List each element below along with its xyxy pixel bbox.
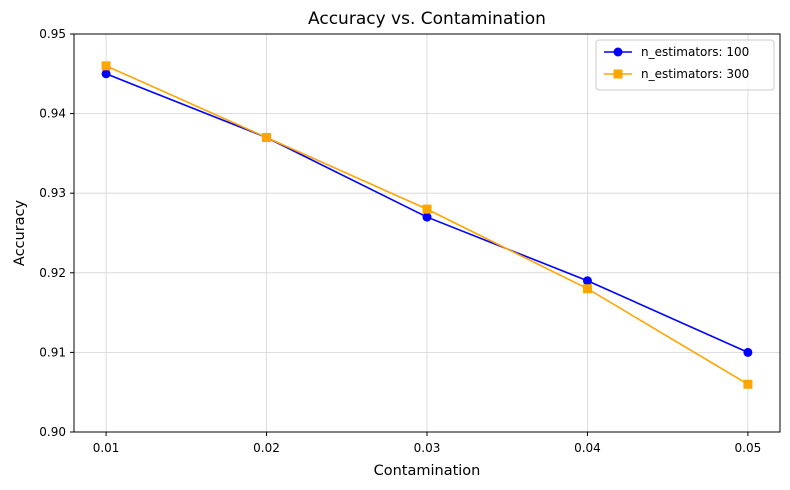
y-tick-label: 0.91 [39, 345, 66, 359]
x-axis-ticks: 0.01 0.02 0.03 0.04 0.05 [93, 432, 762, 455]
legend-marker [613, 47, 623, 57]
x-tick-label: 0.03 [414, 441, 441, 455]
plot-frame [73, 33, 781, 433]
y-tick-label: 0.93 [39, 186, 66, 200]
y-tick-label: 0.94 [39, 107, 66, 121]
grid [74, 33, 780, 433]
legend-label: n_estimators: 100 [641, 45, 749, 59]
legend: n_estimators: 100 n_estimators: 300 [595, 39, 775, 91]
y-tick-label: 0.90 [39, 425, 66, 439]
legend-entry-2: n_estimators: 300 [604, 67, 749, 81]
series-layer [101, 61, 753, 389]
x-tick-label: 0.02 [253, 441, 280, 455]
legend-box [595, 39, 775, 91]
data-point [743, 379, 753, 389]
chart-title: Accuracy vs. Contamination [308, 9, 546, 29]
x-tick-label: 0.04 [574, 441, 601, 455]
x-axis-label: Contamination [374, 463, 481, 479]
data-point [101, 69, 111, 79]
y-axis-ticks: 0.90 0.91 0.92 0.93 0.94 0.95 [39, 27, 74, 439]
x-tick-label: 0.05 [735, 441, 762, 455]
data-point [582, 276, 592, 286]
data-point [582, 284, 592, 294]
data-point [422, 204, 432, 214]
data-point [101, 61, 111, 71]
y-tick-label: 0.95 [39, 27, 66, 41]
series-2 [101, 61, 753, 389]
legend-marker [613, 69, 623, 79]
data-point [743, 347, 753, 357]
data-point [422, 212, 432, 222]
y-axis-label: Accuracy [12, 199, 28, 266]
x-tick-label: 0.01 [93, 441, 120, 455]
legend-label: n_estimators: 300 [641, 67, 749, 81]
legend-entry-1: n_estimators: 100 [604, 45, 749, 59]
y-tick-label: 0.92 [39, 266, 66, 280]
data-point [262, 132, 272, 142]
